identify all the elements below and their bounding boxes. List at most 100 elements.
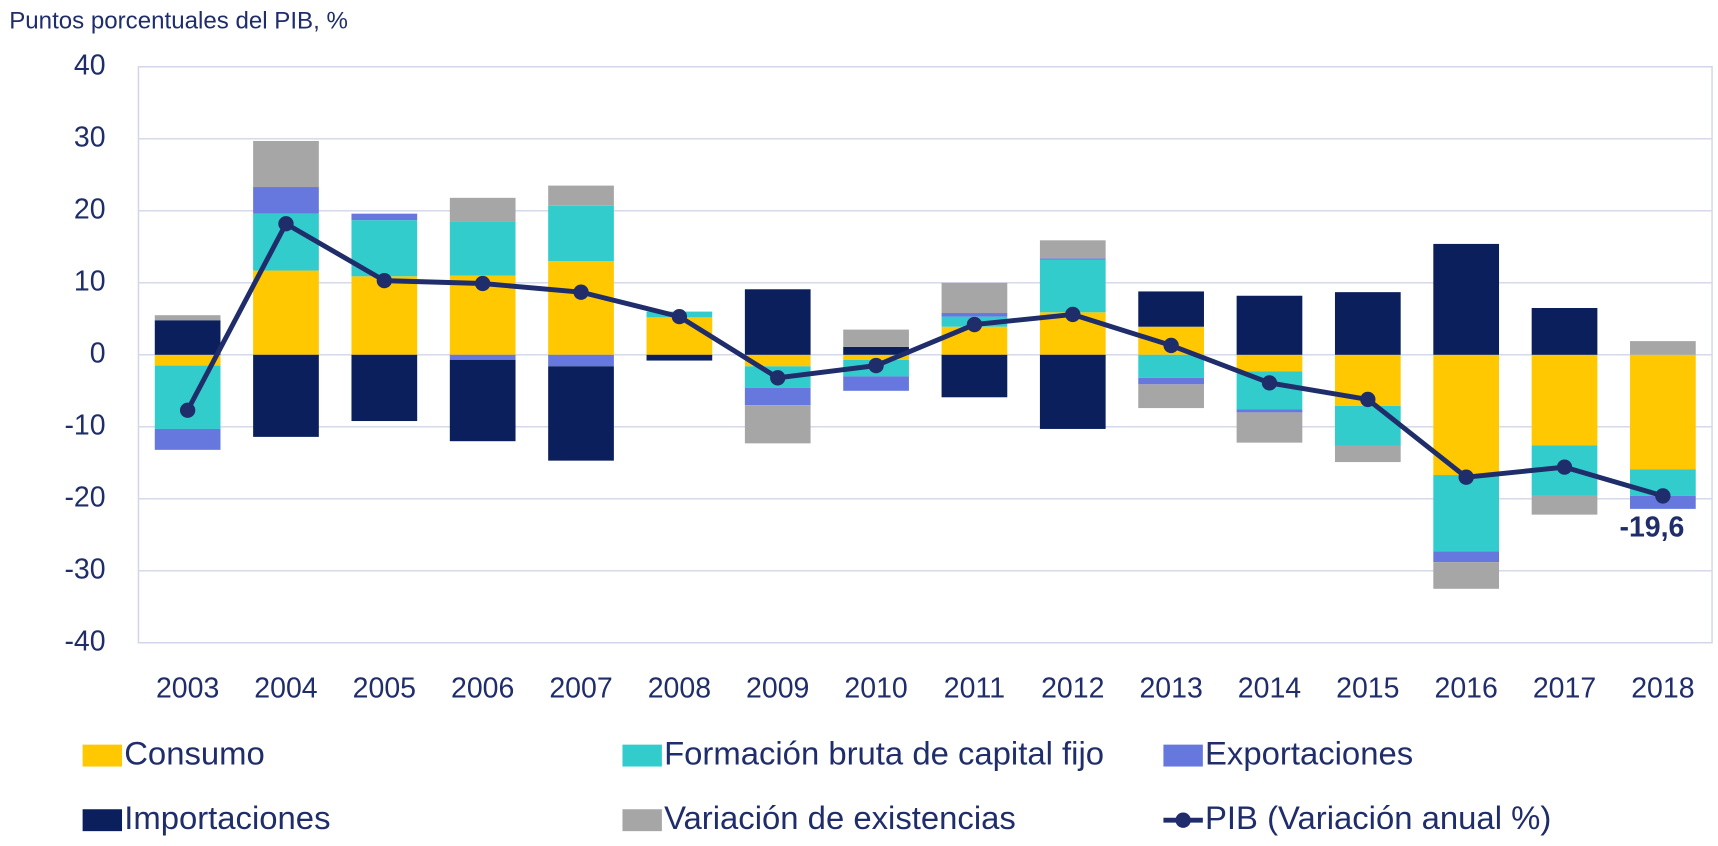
- line: [185, 220, 1664, 499]
- legend-swatch: [622, 744, 662, 767]
- bar: [843, 376, 909, 391]
- bar: [449, 354, 516, 360]
- legend-label: Variación de existencias: [664, 799, 1016, 836]
- bar: [548, 185, 614, 206]
- x-tick-label: 2018: [1631, 672, 1694, 704]
- bar: [548, 354, 614, 367]
- bar: [449, 221, 516, 276]
- bar: [253, 270, 319, 355]
- bar: [1433, 551, 1500, 563]
- bar: [1039, 240, 1106, 259]
- bar: [1531, 307, 1598, 355]
- bar: [1138, 291, 1204, 327]
- x-tick-label: 2015: [1336, 672, 1399, 704]
- x-tick-label: 2012: [1041, 672, 1104, 704]
- bar: [1630, 341, 1696, 355]
- x-tick-label: 2003: [156, 672, 219, 704]
- bar: [449, 197, 516, 222]
- legend-swatch: [82, 809, 123, 832]
- y-tick-label: 20: [74, 193, 106, 225]
- bar: [744, 289, 811, 355]
- bar: [1334, 292, 1401, 355]
- line-marker: [278, 216, 294, 232]
- x-tick-label: 2009: [746, 672, 809, 704]
- bar: [744, 405, 811, 444]
- x-tick-label: 2005: [353, 672, 416, 704]
- bar: [449, 359, 516, 442]
- y-tick-label: 40: [74, 49, 106, 81]
- bar: [941, 313, 1008, 317]
- line-marker: [966, 316, 983, 333]
- legend-label: PIB (Variación anual %): [1205, 799, 1551, 836]
- bar: [154, 354, 221, 366]
- bar: [1433, 354, 1500, 476]
- bar: [1630, 354, 1696, 470]
- y-tick-label: 10: [74, 265, 106, 297]
- legend-label: Importaciones: [124, 799, 330, 836]
- y-tick-label: -20: [64, 481, 105, 513]
- x-tick-label: 2017: [1533, 672, 1596, 704]
- x-tick-label: 2011: [944, 672, 1005, 704]
- x-tick-label: 2016: [1435, 672, 1498, 704]
- bar: [1334, 445, 1401, 463]
- bar: [843, 346, 909, 355]
- bar: [351, 213, 418, 221]
- bar: [548, 205, 614, 262]
- bar: [1138, 377, 1204, 385]
- bar: [1531, 495, 1598, 515]
- bar: [154, 365, 221, 429]
- x-tick-label: 2008: [648, 672, 711, 704]
- line-marker: [475, 275, 491, 292]
- bar: [154, 320, 221, 355]
- line-marker: [1261, 375, 1278, 391]
- bar: [646, 354, 713, 361]
- legend-label: Exportaciones: [1205, 734, 1413, 771]
- x-tick-label: 2013: [1139, 672, 1202, 704]
- bar: [1334, 405, 1401, 446]
- line-marker: [1163, 337, 1179, 354]
- y-tick-label: -10: [64, 409, 105, 441]
- bar: [253, 140, 319, 188]
- legend-label: Formación bruta de capital fijo: [664, 734, 1104, 771]
- line-marker: [376, 272, 392, 289]
- x-tick-label: 2006: [451, 672, 514, 704]
- y-tick-label: -40: [64, 625, 105, 657]
- bar: [1138, 354, 1204, 378]
- line-marker: [1655, 488, 1671, 504]
- y-tick-label: 0: [90, 337, 106, 369]
- plot-frame: [137, 66, 1713, 644]
- bar: [1236, 295, 1303, 355]
- bar: [1433, 562, 1500, 589]
- bar: [154, 315, 221, 321]
- bar: [843, 329, 909, 347]
- x-tick-label: 2014: [1238, 672, 1301, 704]
- x-tick-label: 2004: [254, 672, 317, 704]
- line-marker: [1065, 306, 1081, 323]
- legend-marker: [1175, 812, 1191, 828]
- line-marker: [1556, 459, 1573, 475]
- x-tick-label: 2010: [844, 672, 907, 704]
- line-marker: [770, 370, 786, 386]
- legend-swatch: [1163, 744, 1203, 767]
- bar: [941, 354, 1008, 398]
- bar: [1236, 412, 1303, 443]
- legend-swatch: [82, 744, 123, 767]
- line-marker: [573, 284, 589, 300]
- bar: [548, 261, 614, 355]
- y-tick-label: -30: [64, 553, 105, 585]
- bar: [843, 354, 909, 360]
- bar: [1433, 475, 1500, 552]
- bar: [1236, 354, 1303, 372]
- bar: [1039, 354, 1106, 429]
- bar: [253, 354, 319, 437]
- bar: [548, 366, 614, 461]
- bar: [351, 354, 418, 422]
- bar: [1039, 259, 1106, 313]
- bar: [1531, 354, 1598, 446]
- y-tick-label: 30: [74, 121, 106, 153]
- line-marker: [1360, 391, 1376, 408]
- bar: [1236, 409, 1303, 413]
- x-tick-label: 2007: [549, 672, 612, 704]
- line-marker: [1458, 469, 1474, 485]
